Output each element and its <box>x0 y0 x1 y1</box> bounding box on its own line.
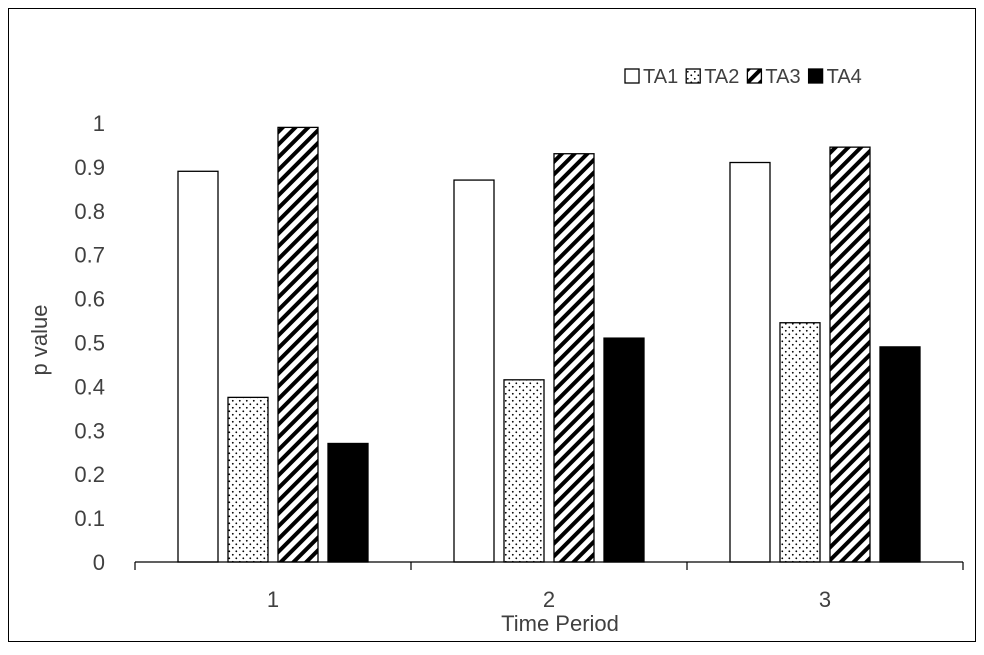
bar-ta3-period-2 <box>553 153 595 563</box>
bar-ta4-period-1 <box>327 442 369 563</box>
legend-swatch-ta4 <box>807 68 824 84</box>
x-axis-label: Time Period <box>501 611 619 636</box>
legend-swatch-ta3 <box>746 68 763 84</box>
bar-ta1-period-3 <box>729 161 771 563</box>
bar-ta2-period-3 <box>779 322 821 563</box>
y-tick-label: 0 <box>93 550 105 575</box>
legend: TA1 TA2 TA3 TA4 <box>624 66 862 88</box>
bars-layer <box>177 126 921 563</box>
legend-swatch-ta2 <box>685 68 701 84</box>
bar-ta1-period-1 <box>177 170 219 563</box>
y-tick-label: 0.8 <box>74 199 105 224</box>
axis-layer: 1 2 3 0 0.1 0.2 0.3 0.4 0.5 0.6 0.7 0.8 0.9 1 <box>74 111 964 612</box>
y-tick-label: 0.6 <box>74 287 105 312</box>
legend-label-ta4: TA4 <box>827 66 862 88</box>
legend-label-ta2: TA2 <box>704 66 739 88</box>
y-tick-label: 0.4 <box>74 374 105 399</box>
y-tick-label: 0.7 <box>74 243 105 268</box>
bar-ta4-period-2 <box>603 337 645 563</box>
y-tick-label: 0.2 <box>74 462 105 487</box>
y-tick-label: 0.3 <box>74 418 105 443</box>
y-tick-label: 0.5 <box>74 331 105 356</box>
y-axis-label: p value <box>27 305 52 376</box>
x-tick-label: 3 <box>819 587 831 612</box>
y-tick-label: 1 <box>93 111 105 136</box>
x-tick-label: 1 <box>267 587 279 612</box>
bar-ta2-period-2 <box>503 379 545 563</box>
bar-ta1-period-2 <box>453 179 495 563</box>
y-tick-label: 0.1 <box>74 506 105 531</box>
bar-ta4-period-3 <box>879 346 921 563</box>
bar-ta3-period-3 <box>829 146 871 563</box>
bar-ta3-period-1 <box>277 126 319 563</box>
y-tick-label: 0.9 <box>74 155 105 180</box>
x-tick-label: 2 <box>543 587 555 612</box>
bar-ta2-period-1 <box>227 396 269 563</box>
legend-label-ta1: TA1 <box>643 66 678 88</box>
legend-swatch-ta1 <box>624 68 640 84</box>
legend-label-ta3: TA3 <box>765 66 800 88</box>
